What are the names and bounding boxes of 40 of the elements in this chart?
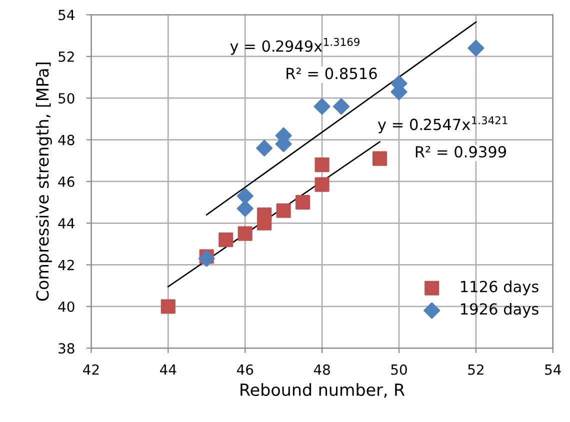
y-tick-label: 44	[58, 218, 74, 228]
y-tick-label: 50	[58, 93, 74, 104]
x-tick-label: 46	[236, 364, 254, 375]
point	[296, 195, 310, 210]
annotation: R² = 0.8516	[286, 68, 377, 80]
y-tick-label: 52	[58, 51, 74, 62]
point	[314, 98, 330, 115]
x-tick-label: 52	[468, 364, 484, 375]
y-tick-label: 38	[58, 343, 74, 354]
x-tick-label: 50	[391, 364, 407, 375]
y-tick-label: 42	[58, 260, 74, 270]
point	[236, 200, 254, 217]
y-tick-label: 40	[58, 301, 74, 312]
point	[238, 226, 252, 241]
point	[314, 158, 330, 172]
annotation: y = 0.2949x$^{1.3169}$	[230, 38, 360, 55]
point	[372, 151, 388, 166]
point	[332, 98, 350, 115]
legend-label: 1926 days	[461, 302, 538, 318]
point	[256, 140, 273, 156]
point	[160, 299, 176, 314]
x-tick-label: 48	[314, 364, 330, 375]
x-tick-label: 44	[160, 364, 176, 375]
x-tick-label: 42	[83, 364, 99, 375]
point	[236, 188, 254, 204]
x-tick-label: 54	[545, 364, 561, 375]
legend-label: 1126 days	[461, 280, 538, 296]
y-tick-label: 48	[58, 134, 74, 146]
point	[218, 232, 234, 248]
annotation: y = 0.2547x$^{1.3421}$	[378, 116, 508, 134]
point	[198, 250, 215, 267]
x-axis-title: Rebound number, R	[240, 383, 405, 398]
point	[257, 208, 272, 222]
point	[468, 40, 484, 56]
y-tick-label: 54	[58, 10, 74, 20]
annotation: R² = 0.9399	[416, 146, 506, 158]
y-tick-label: 46	[58, 176, 74, 187]
point	[314, 177, 330, 192]
point	[276, 203, 291, 218]
y-axis-title: Compressive strength, [MPa]	[36, 62, 52, 301]
